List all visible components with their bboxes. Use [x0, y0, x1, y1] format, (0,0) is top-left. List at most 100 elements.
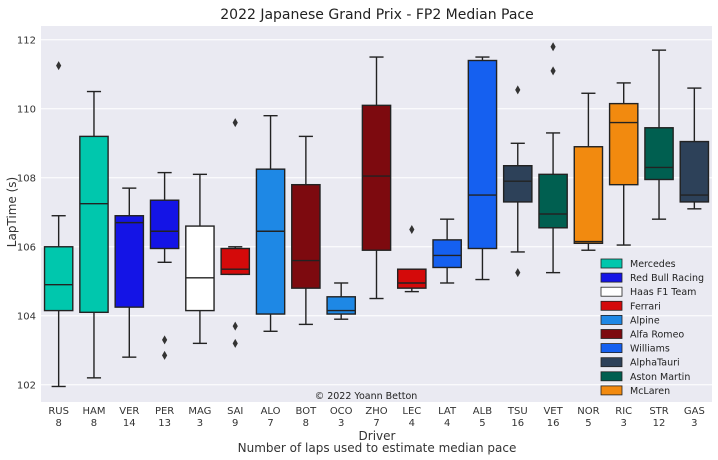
outlier-point — [515, 85, 521, 95]
box-ric — [608, 82, 639, 246]
outlier-point — [162, 335, 168, 345]
x-tick-driver: MAG — [188, 406, 211, 417]
legend-swatch — [600, 357, 623, 368]
legend-label: Ferrari — [630, 301, 661, 312]
x-tick-driver: OCO — [330, 406, 353, 417]
box-body — [79, 135, 109, 314]
box-rus — [43, 61, 74, 388]
x-tick-driver: GAS — [684, 406, 705, 417]
x-tick-driver: ALO — [261, 406, 281, 417]
x-tick-laps: 3 — [621, 418, 627, 429]
x-tick-driver: SAI — [227, 406, 243, 417]
x-tick-laps: 7 — [373, 418, 379, 429]
box-zho — [361, 56, 392, 300]
x-tick-driver: NOR — [577, 406, 599, 417]
box-lec — [396, 225, 427, 293]
x-tick-laps: 9 — [232, 418, 238, 429]
x-tick-driver: STR — [649, 406, 668, 417]
x-tick-laps: 13 — [158, 418, 171, 429]
box-body — [538, 173, 568, 229]
box-mag — [185, 173, 215, 345]
y-tick-label: 104 — [17, 311, 36, 322]
x-tick-laps: 4 — [444, 418, 450, 429]
x-tick-driver: LEC — [402, 406, 421, 417]
box-ver — [114, 187, 145, 358]
legend-label: Mercedes — [630, 259, 676, 270]
box-body — [502, 165, 533, 203]
x-tick-laps: 8 — [55, 418, 61, 429]
box-vet — [538, 42, 568, 274]
x-axis-sublabel: Number of laps used to estimate median p… — [238, 441, 517, 455]
legend-swatch — [600, 272, 623, 283]
box-body — [361, 104, 392, 251]
legend-swatch — [600, 258, 623, 269]
box-body — [326, 296, 357, 315]
box-tsu — [502, 85, 533, 278]
x-tick-laps: 5 — [479, 418, 485, 429]
x-tick-laps: 7 — [267, 418, 273, 429]
x-tick-laps: 8 — [303, 418, 309, 429]
box-body — [220, 247, 251, 276]
box-body — [608, 102, 639, 186]
legend-swatch — [600, 286, 623, 297]
box-str — [644, 49, 674, 220]
box-body — [255, 168, 286, 315]
legend-label: AlphaTauri — [630, 358, 680, 369]
box-gas — [679, 87, 710, 210]
x-tick-laps: 4 — [409, 418, 415, 429]
legend-swatch — [600, 329, 623, 339]
outlier-point — [409, 225, 415, 235]
legend-swatch — [600, 314, 623, 325]
x-tick-driver: HAM — [82, 406, 105, 417]
x-tick-driver: BOT — [296, 406, 318, 417]
legend-label: Alfa Romeo — [630, 330, 684, 341]
credit-text: © 2022 Yoann Betton — [315, 391, 418, 402]
box-bot — [291, 135, 321, 326]
chart-title: 2022 Japanese Grand Prix - FP2 Median Pa… — [220, 7, 534, 23]
x-tick-driver: RIC — [615, 406, 632, 417]
y-axis-label: LapTime (s) — [5, 177, 19, 247]
box-ham — [79, 90, 109, 379]
legend-label: Haas F1 Team — [630, 287, 696, 298]
box-body — [644, 127, 674, 181]
x-tick-laps: 14 — [123, 418, 136, 429]
x-tick-driver: VER — [119, 406, 139, 417]
legend: Mercedes Red Bull Racing Haas F1 Team Ferra… — [600, 258, 704, 397]
outlier-point — [232, 321, 238, 331]
x-tick-laps: 12 — [653, 418, 666, 429]
outlier-point — [232, 118, 238, 128]
x-tick-driver: TSU — [507, 406, 528, 417]
y-tick-label: 110 — [17, 104, 36, 115]
box-alo — [255, 114, 286, 332]
box-body — [43, 246, 74, 312]
x-tick-driver: LAT — [438, 406, 457, 417]
box-body — [291, 183, 321, 289]
x-tick-driver: PER — [155, 406, 174, 417]
box-body — [114, 215, 145, 308]
box-oco — [326, 282, 357, 320]
box-nor — [573, 92, 604, 251]
y-axis-ticks: 102 104 106 108 110 112 — [17, 35, 36, 391]
box-per — [149, 171, 180, 360]
box-lat — [432, 218, 462, 284]
box-sai — [220, 118, 251, 348]
box-body — [396, 268, 427, 289]
box-body — [467, 59, 498, 250]
legend-label: Aston Martin — [630, 372, 690, 383]
outlier-point — [162, 350, 168, 360]
box-body — [149, 199, 180, 250]
legend-label: Williams — [630, 344, 670, 355]
x-tick-laps: 3 — [691, 418, 697, 429]
box-body — [185, 225, 215, 312]
box-body — [679, 140, 710, 203]
legend-swatch — [600, 300, 623, 311]
outlier-point — [56, 61, 62, 71]
outlier-point — [232, 338, 238, 348]
y-tick-label: 108 — [17, 173, 36, 184]
outlier-point — [550, 42, 556, 52]
y-tick-label: 106 — [17, 242, 36, 253]
box-body — [432, 239, 462, 269]
y-tick-label: 102 — [17, 380, 36, 391]
